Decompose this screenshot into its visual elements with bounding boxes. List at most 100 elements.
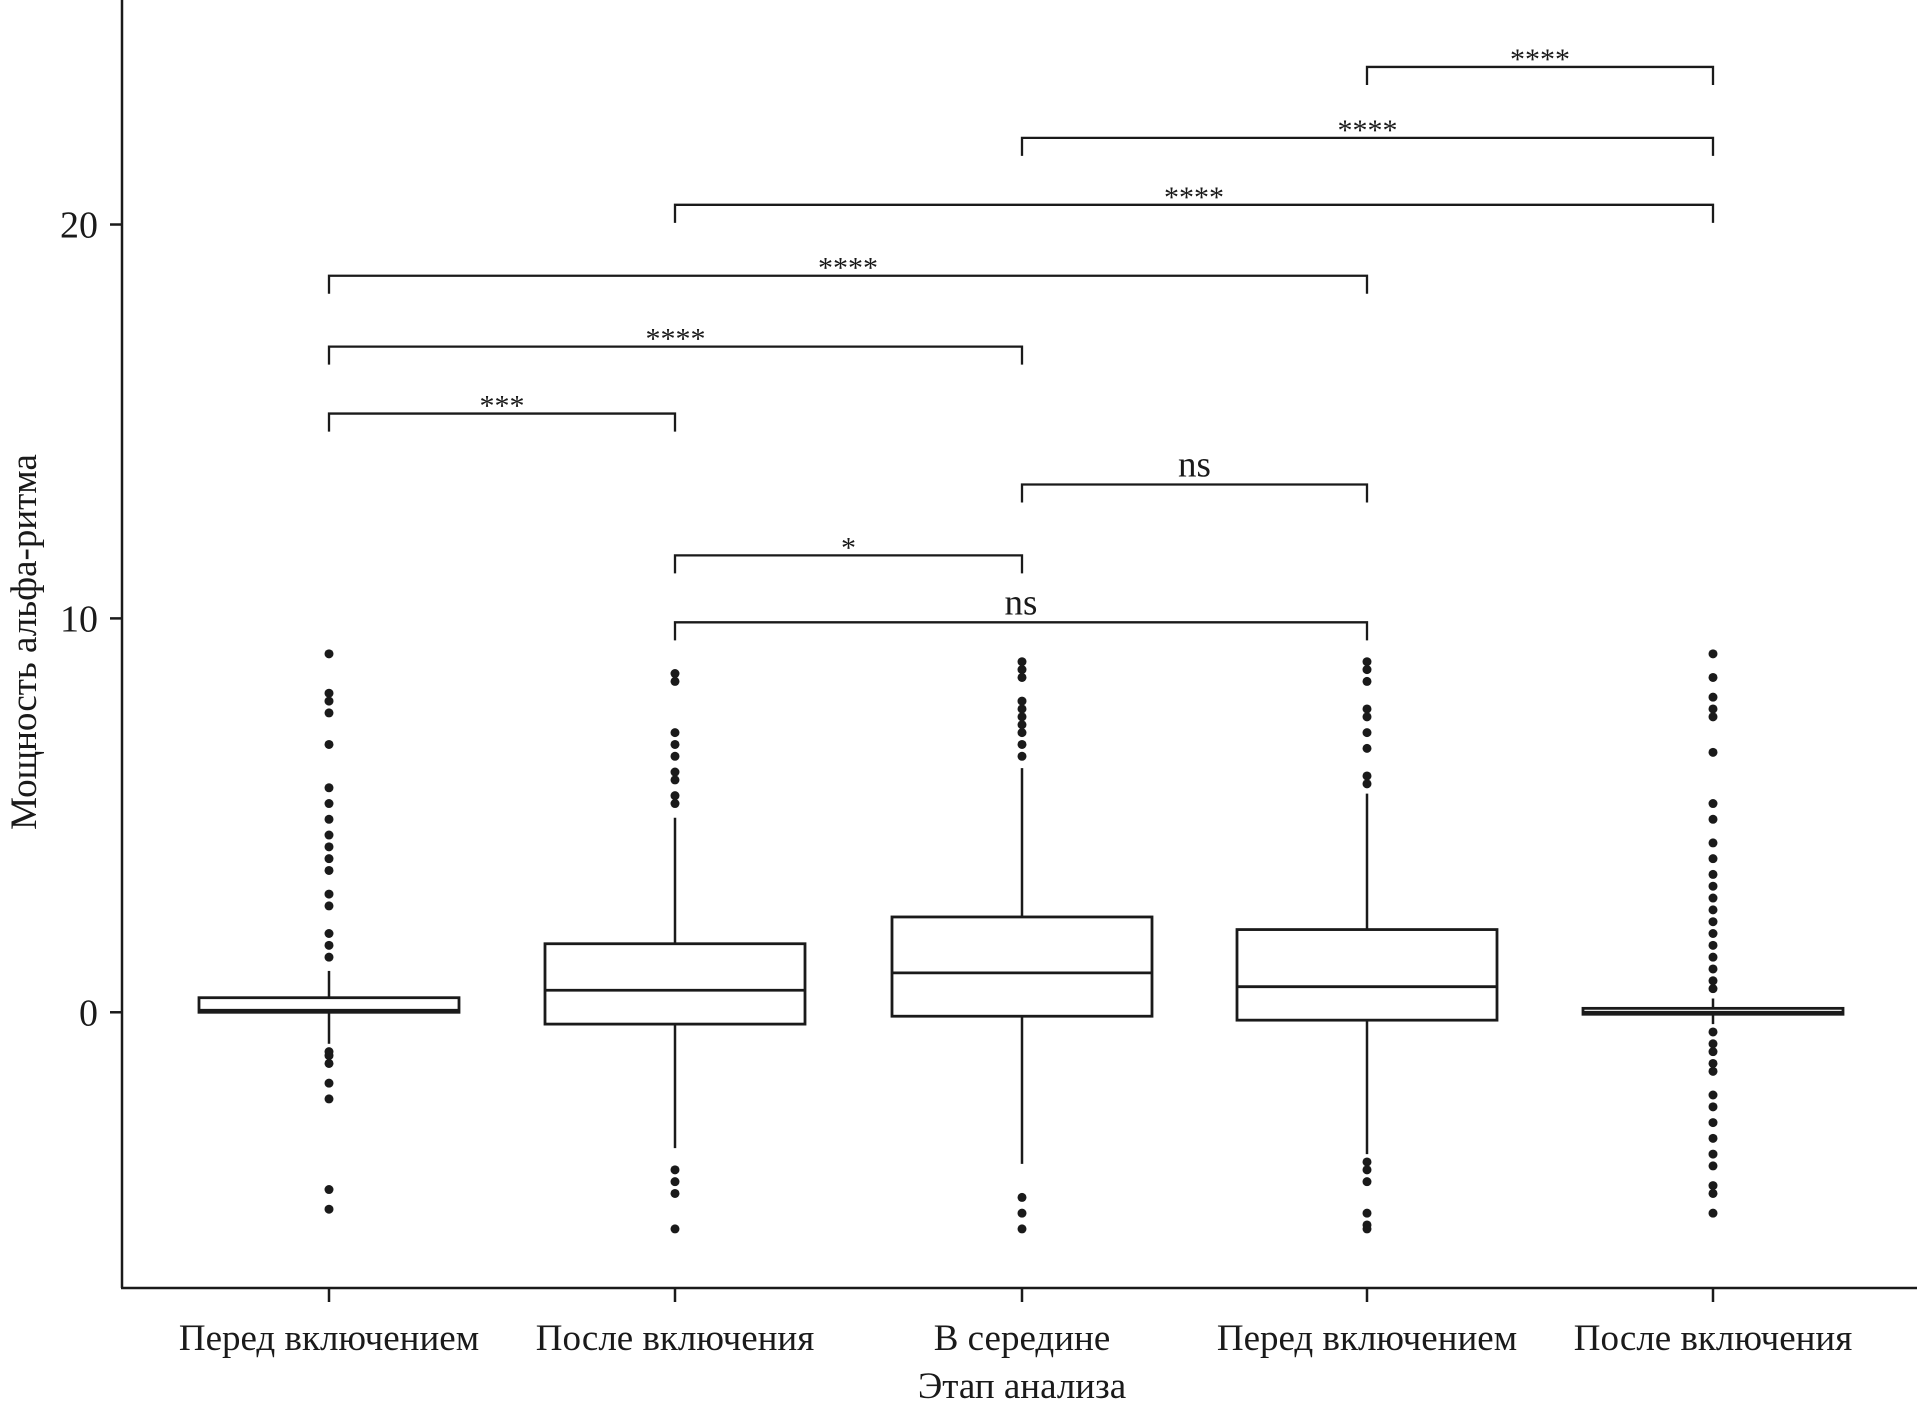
outlier-point xyxy=(1708,893,1718,903)
outlier-point xyxy=(1017,696,1027,706)
outlier-point xyxy=(1708,1133,1718,1143)
outlier-point xyxy=(670,1224,680,1234)
outlier-point xyxy=(324,649,334,659)
outlier-point xyxy=(670,751,680,761)
outlier-point xyxy=(1708,1118,1718,1128)
significance-label: *** xyxy=(480,390,525,423)
outlier-point xyxy=(1362,728,1372,738)
outlier-point xyxy=(324,842,334,852)
bracket-line xyxy=(1020,136,1715,156)
outlier-point xyxy=(1708,838,1718,848)
outlier-point xyxy=(1708,1149,1718,1159)
outlier-point xyxy=(1362,1208,1372,1218)
y-tick-label: 20 xyxy=(60,205,98,247)
outlier-point xyxy=(670,739,680,749)
outlier-point xyxy=(670,799,680,809)
outlier-point xyxy=(324,688,334,698)
outlier-point xyxy=(670,728,680,738)
outlier-point xyxy=(1017,665,1027,675)
outlier-point xyxy=(1708,692,1718,702)
outlier-point xyxy=(1708,1047,1718,1057)
outlier-point xyxy=(1708,854,1718,864)
outlier-point xyxy=(1362,1157,1372,1167)
significance-bracket: **** xyxy=(1020,114,1715,156)
significance-bracket: ns xyxy=(1020,444,1369,503)
outlier-point xyxy=(1017,728,1027,738)
outlier-point xyxy=(1017,1224,1027,1234)
y-tick-label: 10 xyxy=(60,598,98,640)
outlier-point xyxy=(670,676,680,686)
box xyxy=(543,942,807,1026)
outlier-point xyxy=(1708,1161,1718,1171)
y-ticks: 0 10 20 xyxy=(60,205,122,1034)
outlier-point xyxy=(1017,1192,1027,1202)
outlier-point xyxy=(1708,649,1718,659)
outlier-point xyxy=(1708,1102,1718,1112)
outlier-point xyxy=(324,952,334,962)
outlier-point xyxy=(1362,1165,1372,1175)
outlier-point xyxy=(670,1188,680,1198)
significance-bracket: **** xyxy=(327,323,1024,365)
x-tick-label: После включения xyxy=(1574,1318,1853,1359)
x-tick-label: Перед включением xyxy=(1217,1318,1517,1359)
outlier-point xyxy=(1708,814,1718,824)
outlier-point xyxy=(324,940,334,950)
outlier-point xyxy=(1362,743,1372,753)
significance-label: **** xyxy=(1164,181,1224,214)
outlier-point xyxy=(324,783,334,793)
bracket-line xyxy=(327,345,1024,365)
significance-bracket: *** xyxy=(327,390,677,432)
outlier-point xyxy=(1362,1177,1372,1187)
outlier-point xyxy=(1362,704,1372,714)
x-tick-label: После включения xyxy=(536,1318,815,1359)
bracket-line xyxy=(673,554,1024,574)
significance-label: ns xyxy=(1178,444,1211,485)
outlier-point xyxy=(324,814,334,824)
significance-label: **** xyxy=(646,323,706,356)
outlier-point xyxy=(1017,704,1027,714)
outlier-point xyxy=(1708,1208,1718,1218)
outlier-point xyxy=(324,1078,334,1088)
outlier-point xyxy=(324,1051,334,1061)
outlier-point xyxy=(1708,869,1718,879)
x-axis-label: Этап анализа xyxy=(918,1366,1126,1407)
outlier-point xyxy=(1362,779,1372,789)
outlier-point xyxy=(324,799,334,809)
outlier-point xyxy=(1708,704,1718,714)
outlier-point xyxy=(1362,1224,1372,1234)
outlier-point xyxy=(1708,905,1718,915)
outlier-point xyxy=(1017,672,1027,682)
bracket-line xyxy=(1020,483,1369,503)
x-tick-label: В середине xyxy=(934,1318,1111,1359)
significance-bracket: **** xyxy=(327,252,1369,294)
bracket-line xyxy=(673,203,1715,223)
outlier-point xyxy=(324,830,334,840)
box xyxy=(890,915,1154,1018)
outlier-point xyxy=(1708,929,1718,939)
y-tick-label: 0 xyxy=(79,992,98,1034)
significance-bracket: **** xyxy=(673,181,1715,223)
outlier-point xyxy=(1708,952,1718,962)
outlier-point xyxy=(324,889,334,899)
outlier-point xyxy=(1708,1039,1718,1049)
box-group-2 xyxy=(543,669,807,1234)
outlier-point xyxy=(1017,720,1027,730)
outlier-point xyxy=(324,739,334,749)
outlier-point xyxy=(1708,672,1718,682)
significance-label: * xyxy=(841,531,856,564)
outlier-point xyxy=(1708,984,1718,994)
outlier-point xyxy=(324,1185,334,1195)
outlier-point xyxy=(670,1165,680,1175)
outlier-point xyxy=(1362,657,1372,667)
bracket-line xyxy=(673,621,1369,641)
outlier-point xyxy=(324,1058,334,1068)
outlier-point xyxy=(324,865,334,875)
outlier-point xyxy=(1708,799,1718,809)
x-ticks: Перед включением После включения В середин… xyxy=(179,1288,1852,1359)
outlier-point xyxy=(1708,1188,1718,1198)
outlier-point xyxy=(1708,1027,1718,1037)
outlier-point xyxy=(670,775,680,785)
significance-label: **** xyxy=(818,252,878,285)
outlier-point xyxy=(1362,676,1372,686)
y-axis-label: Мощность альфа-ритма xyxy=(4,454,45,830)
